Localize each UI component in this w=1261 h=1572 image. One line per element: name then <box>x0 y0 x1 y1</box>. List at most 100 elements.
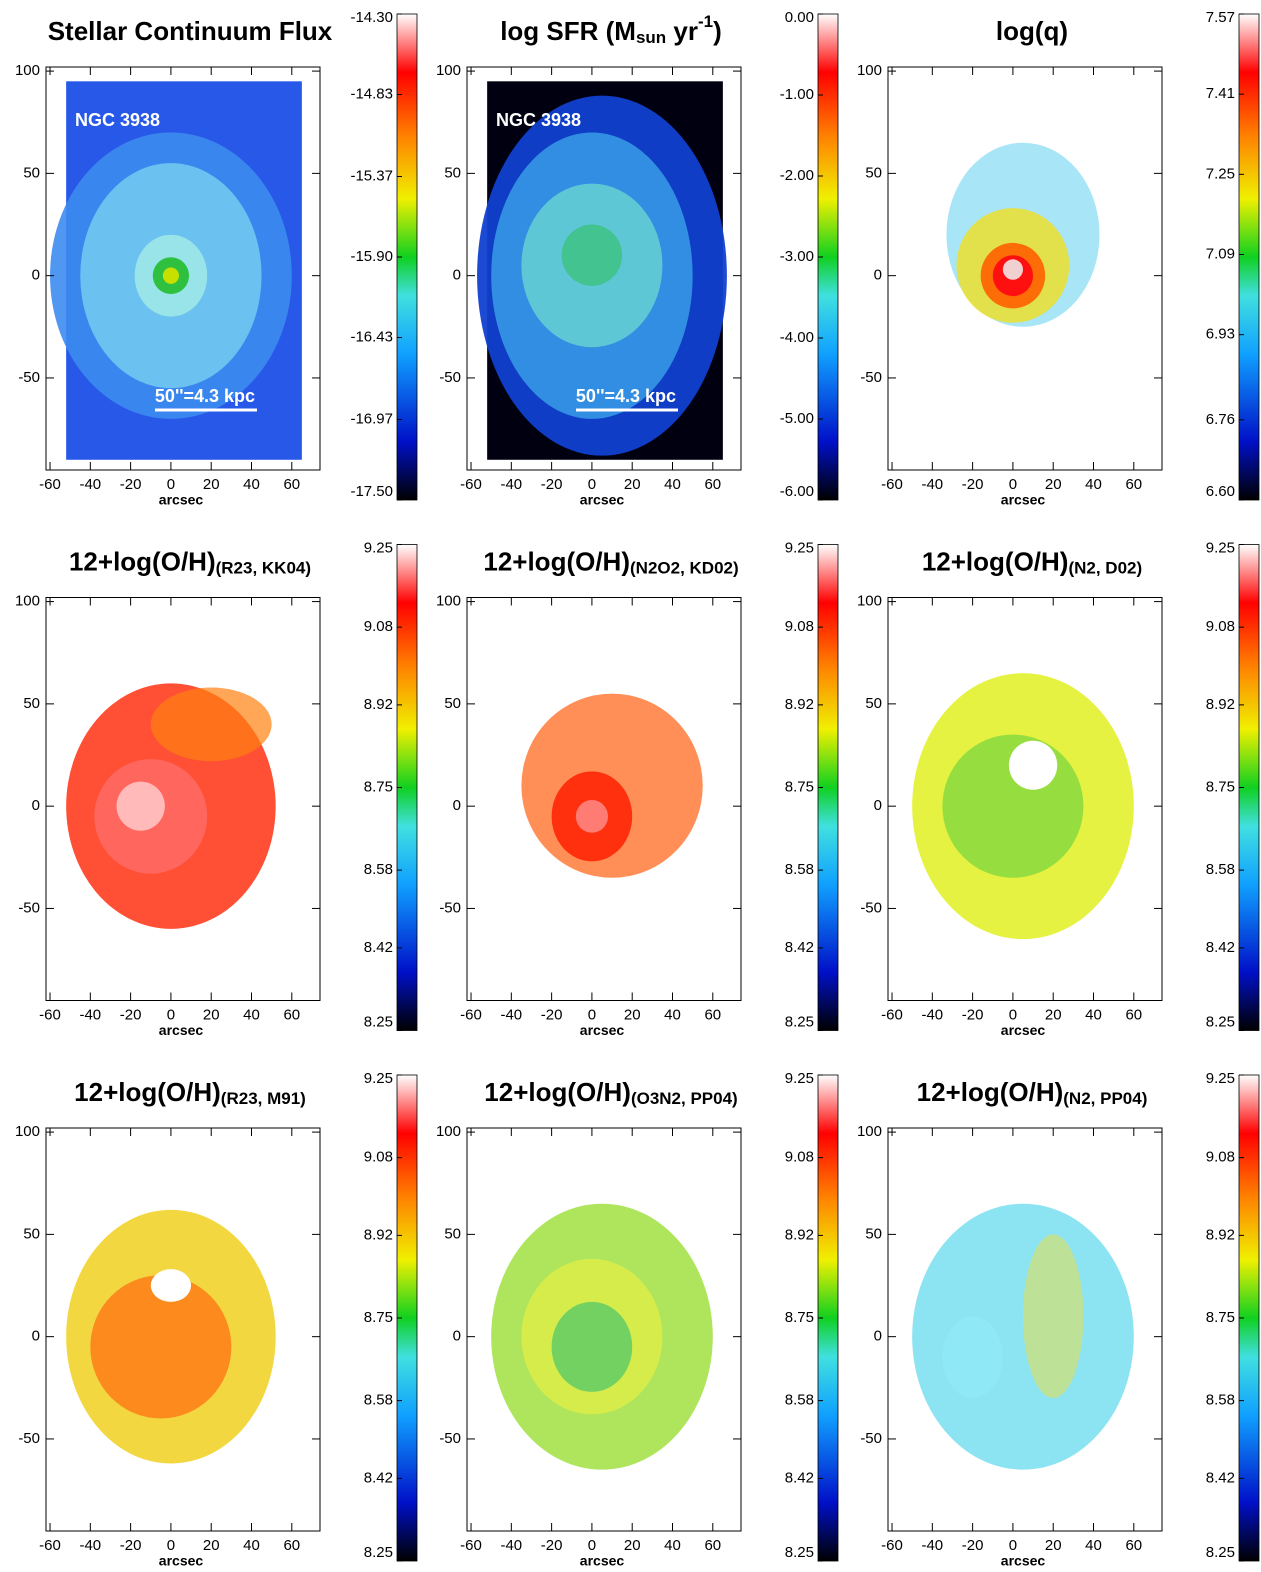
panel-title: 12+log(O/H)(N2, D02) <box>922 546 1142 578</box>
x-tick-label: -60 <box>881 1537 903 1554</box>
colorbar-tick-label: 7.41 <box>1206 85 1235 102</box>
plot-frame <box>887 1127 1163 1532</box>
x-tick-label: 40 <box>243 1537 260 1554</box>
colorbar-tick-label: 8.75 <box>785 1309 814 1326</box>
x-tick-label: 20 <box>1045 1006 1062 1023</box>
plot-frame <box>887 66 1163 471</box>
colorbar-tick-label: 8.75 <box>364 778 393 795</box>
panel-title: Stellar Continuum Flux <box>48 16 333 46</box>
title-part: 12+log(O/H) <box>922 546 1069 576</box>
y-tick-label: 0 <box>32 267 40 284</box>
x-tick-label: -20 <box>541 476 563 493</box>
colorbar-tick-label: 9.25 <box>1206 539 1235 556</box>
x-tick-label: 40 <box>1085 476 1102 493</box>
y-tick-label: 100 <box>15 1123 40 1140</box>
x-tick-label: 0 <box>167 1537 175 1554</box>
colorbar-tick-label: 8.25 <box>364 1544 393 1561</box>
map-blob <box>912 1203 1134 1470</box>
x-tick-label: 60 <box>283 1537 300 1554</box>
x-tick-label: 20 <box>203 1537 220 1554</box>
colorbar-tick-label: 9.25 <box>785 539 814 556</box>
x-tick-label: 20 <box>203 1006 220 1023</box>
map-blob <box>116 781 165 831</box>
title-part: (O3N2, PP04) <box>631 1089 738 1108</box>
colorbar-tick-label: 9.25 <box>1206 1070 1235 1087</box>
colorbar-tick-label: 6.93 <box>1206 326 1235 343</box>
x-tick-label: 40 <box>1085 1006 1102 1023</box>
x-tick-label: 0 <box>588 1537 596 1554</box>
x-tick-label: 60 <box>704 476 721 493</box>
y-tick-label: 50 <box>865 164 882 181</box>
colorbar-tick-label: 8.58 <box>1206 861 1235 878</box>
y-tick-label: -50 <box>18 1430 40 1447</box>
x-tick-label: 40 <box>664 476 681 493</box>
y-tick-label: 0 <box>874 1328 882 1345</box>
x-axis-label: arcsec <box>159 1022 204 1038</box>
plot-frame <box>887 597 1163 1001</box>
colorbar-tick-label: 8.92 <box>1206 696 1235 713</box>
x-tick-label: -60 <box>39 1006 61 1023</box>
colorbar-tick-label: 8.42 <box>785 939 814 956</box>
map-blob <box>942 1316 1003 1399</box>
colorbar-tick-label: 8.25 <box>364 1013 393 1030</box>
annotation: 50''=4.3 kpc <box>155 386 255 406</box>
colorbar-tick-label: -2.00 <box>780 167 814 184</box>
colorbar-tick-label: 8.75 <box>1206 1309 1235 1326</box>
colorbar-tick-label: 8.92 <box>1206 1226 1235 1243</box>
map-image <box>912 673 1134 940</box>
x-tick-label: 0 <box>167 476 175 493</box>
colorbar-tick-label: 8.92 <box>364 696 393 713</box>
x-tick-label: 60 <box>283 1006 300 1023</box>
y-tick-label: 50 <box>23 695 40 712</box>
x-tick-label: -60 <box>460 1006 482 1023</box>
colorbar-tick-label: -14.83 <box>350 85 393 102</box>
colorbar-tick-label: 8.42 <box>364 939 393 956</box>
colorbar-tick-label: 7.09 <box>1206 245 1235 262</box>
title-part: 12+log(O/H) <box>69 546 216 576</box>
colorbar-tick-label: 9.08 <box>364 618 393 635</box>
x-tick-label: 60 <box>283 476 300 493</box>
map-blob <box>150 1269 192 1302</box>
x-tick-label: 0 <box>588 1006 596 1023</box>
annotation: NGC 3938 <box>75 110 160 130</box>
y-tick-label: -50 <box>18 369 40 386</box>
x-tick-label: 0 <box>1009 476 1017 493</box>
x-axis-label: arcsec <box>159 1553 204 1569</box>
x-tick-label: -40 <box>500 1006 522 1023</box>
x-tick-label: -20 <box>120 476 142 493</box>
x-tick-label: 60 <box>1125 476 1142 493</box>
colorbar-tick-label: -14.30 <box>350 9 393 26</box>
colorbar-tick-label: 8.75 <box>364 1309 393 1326</box>
plot-frame <box>45 597 321 1001</box>
map-blob <box>575 800 609 833</box>
x-tick-label: -60 <box>39 1537 61 1554</box>
y-tick-label: 50 <box>444 1225 461 1242</box>
y-tick-label: 50 <box>23 164 40 181</box>
colorbar-tick-label: -6.00 <box>780 483 814 500</box>
x-tick-label: -20 <box>120 1537 142 1554</box>
annotation: 50''=4.3 kpc <box>576 386 676 406</box>
y-tick-label: -50 <box>18 899 40 916</box>
x-tick-label: -20 <box>962 1006 984 1023</box>
x-axis-label: arcsec <box>580 492 625 508</box>
title-part: 12+log(O/H) <box>483 546 630 576</box>
x-tick-label: 40 <box>664 1006 681 1023</box>
colorbar-tick-label: 0.00 <box>785 9 814 26</box>
title-part: 12+log(O/H) <box>74 1077 221 1107</box>
y-tick-label: 0 <box>32 1328 40 1345</box>
colorbar-tick-label: 9.08 <box>364 1149 393 1166</box>
map-image <box>912 1203 1134 1470</box>
x-tick-label: 0 <box>1009 1006 1017 1023</box>
plot-frame <box>45 1127 321 1532</box>
colorbar-tick-label: 9.08 <box>1206 1149 1235 1166</box>
colorbar-tick-label: 8.58 <box>1206 1392 1235 1409</box>
y-tick-label: -50 <box>439 899 461 916</box>
colorbar-tick-label: 8.42 <box>364 1469 393 1486</box>
x-tick-label: 20 <box>1045 476 1062 493</box>
y-tick-label: -50 <box>860 369 882 386</box>
y-tick-label: 50 <box>444 164 461 181</box>
title-part: Stellar Continuum Flux <box>48 16 333 46</box>
y-tick-label: 0 <box>453 1328 461 1345</box>
panel: 12+log(O/H)(O3N2, PP04) -60 -40 -20 0 20 40 60 -… <box>436 1070 839 1569</box>
